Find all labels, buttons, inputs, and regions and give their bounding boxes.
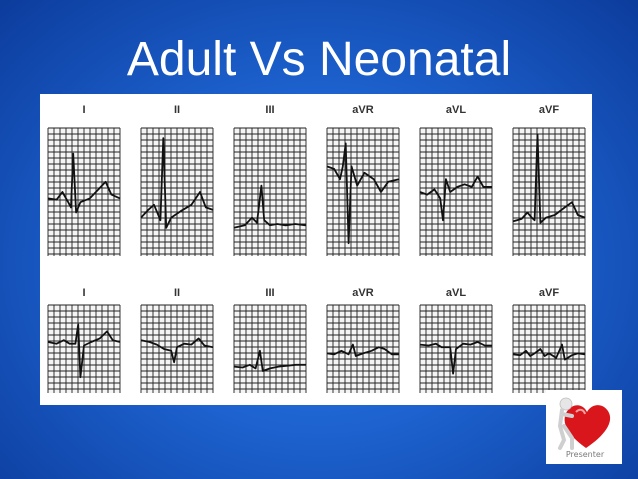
ecg-grid-lines: [512, 127, 586, 256]
ecg-lead-label: I: [82, 104, 85, 116]
ecg-lead-neonatal-i: I: [47, 287, 121, 393]
ecg-lead-label: aVF: [539, 104, 559, 116]
ecg-lead-neonatal-iii: III: [233, 287, 307, 393]
ecg-lead-neonatal-avl: aVL: [419, 287, 493, 393]
ecg-lead-adult-avf: aVF: [512, 104, 586, 256]
ecg-lead-label: III: [265, 104, 274, 116]
ecg-trace: [47, 152, 121, 214]
ecg-lead-label: aVR: [352, 287, 373, 299]
mascot-body: [557, 408, 574, 450]
heart-shape: [564, 405, 611, 448]
ecg-grid-lines: [326, 127, 400, 256]
ecg-trace: [419, 175, 492, 222]
ecg-lead-adult-i: I: [47, 104, 121, 256]
ecg-grid-lines: [47, 127, 121, 256]
ecg-lead-label: III: [265, 287, 274, 299]
ecg-lead-neonatal-avr: aVR: [326, 287, 400, 393]
ecg-lead-label: aVF: [539, 287, 559, 299]
ecg-lead-label: II: [174, 104, 180, 116]
ecg-lead-label: aVL: [446, 287, 466, 299]
presenter-logo: Presenter: [546, 390, 622, 464]
ecg-trace: [47, 323, 121, 379]
ecg-grid-lines: [233, 127, 307, 256]
heart-mascot-icon: [557, 397, 611, 450]
ecg-grid-lines: [233, 304, 307, 393]
ecg-lead-label: I: [82, 287, 85, 299]
ecg-trace: [512, 133, 586, 224]
ecg-lead-adult-avl: aVL: [419, 104, 493, 256]
ecg-trace: [233, 184, 307, 229]
ecg-trace: [326, 343, 399, 357]
ecg-trace: [140, 337, 214, 364]
ecg-trace: [326, 142, 400, 245]
ecg-lead-adult-iii: III: [233, 104, 307, 256]
ecg-trace: [419, 341, 492, 375]
ecg-lead-adult-avr: aVR: [326, 104, 400, 256]
ecg-trace: [512, 343, 586, 361]
ecg-lead-adult-ii: II: [140, 104, 214, 256]
ecg-lead-neonatal-avf: aVF: [512, 287, 586, 393]
ecg-lead-label: aVR: [352, 104, 373, 116]
ecg-comparison-figure: I II III aVR aVL aVF I II III aVR aVL aVF: [40, 94, 592, 405]
ecg-lead-neonatal-ii: II: [140, 287, 214, 393]
mascot-head: [559, 397, 573, 411]
ecg-trace: [233, 349, 306, 372]
ecg-grid-lines: [140, 127, 214, 256]
presenter-logo-text: Presenter: [565, 450, 605, 459]
slide-title: Adult Vs Neonatal: [126, 33, 512, 86]
ecg-lead-label: aVL: [446, 104, 466, 116]
ecg-lead-label: II: [174, 287, 180, 299]
ecg-trace: [140, 137, 214, 229]
